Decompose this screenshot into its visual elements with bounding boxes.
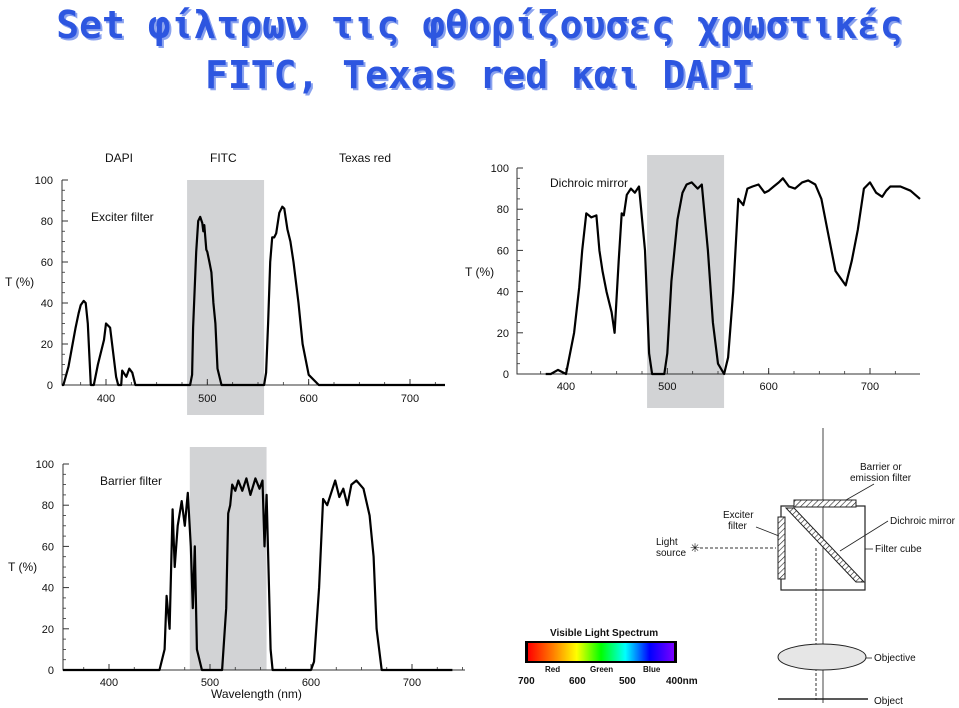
title-line-1: Set φίλτρων τις φθορίζουσες χρωστικές [56, 3, 903, 47]
label-light-source-2: source [656, 548, 686, 559]
label-dichroic: Dichroic mirror [890, 516, 956, 527]
y-tick-label: 100 [491, 163, 509, 175]
exciter-filter-chart: DAPI FITC Texas red Exciter filter T (%)… [5, 151, 445, 415]
y-tick-label: 60 [497, 245, 509, 257]
dye-label-texas-red: Texas red [339, 151, 391, 165]
label-filter-cube: Filter cube [875, 544, 922, 555]
y-axis-label: T (%) [5, 275, 34, 289]
label-barrier-1: Barrier or [860, 462, 902, 473]
x-tick-label: 700 [861, 381, 879, 393]
y-tick-label: 80 [497, 204, 509, 216]
dichroic-mirror-chart: Dichroic mirror T (%) 100 80 60 40 20 0 400 50… [465, 155, 921, 408]
x-tick-label: 500 [201, 677, 219, 689]
x-tick-label: 600 [302, 677, 320, 689]
barrier-curve [63, 477, 453, 672]
y-tick-label: 60 [41, 257, 53, 269]
series-label-barrier: Barrier filter [100, 474, 162, 488]
series-label-dichroic: Dichroic mirror [550, 176, 628, 190]
label-exciter-2: filter [728, 521, 748, 532]
y-tick-label: 80 [41, 216, 53, 228]
y-tick-label: 40 [42, 583, 54, 595]
y-tick-label: 40 [41, 298, 53, 310]
label-light-source-1: Light [656, 537, 678, 548]
y-tick-label: 40 [497, 287, 509, 299]
y-tick-label: 100 [36, 459, 54, 471]
barrier-filter-plate [793, 499, 857, 508]
spectrum-label-blue: Blue [643, 665, 661, 674]
leader-barrier [845, 483, 875, 501]
spectrum-bar [528, 643, 674, 661]
y-tick-label: 100 [35, 175, 53, 187]
dye-label-fitc: FITC [210, 151, 237, 165]
spectrum-nm-600: 600 [569, 676, 586, 687]
spectrum-title: Visible Light Spectrum [550, 628, 658, 639]
dichroic-curve [545, 177, 921, 376]
title-line-2: FITC, Texas red και DAPI [204, 53, 755, 97]
spectrum-nm-700: 700 [518, 676, 535, 687]
fitc-band-shading [647, 155, 725, 408]
y-tick-label: 20 [41, 339, 53, 351]
x-tick-label: 400 [100, 677, 118, 689]
x-tick-label: 700 [403, 677, 421, 689]
dichroic-mirror-plate [784, 507, 866, 583]
y-tick-label: 20 [42, 624, 54, 636]
spectrum-label-red: Red [545, 665, 560, 674]
y-tick-label: 80 [42, 500, 54, 512]
label-object: Object [874, 696, 903, 707]
leader-dichroic [839, 520, 889, 552]
barrier-filter-chart: Barrier filter T (%) Wavelength (nm) 100… [8, 447, 465, 701]
x-tick-label: 600 [759, 381, 777, 393]
exciter-curve [62, 205, 445, 387]
y-ticks: 100 80 60 40 20 0 [36, 459, 69, 677]
y-tick-label: 60 [42, 541, 54, 553]
x-axis-label: Wavelength (nm) [211, 687, 302, 701]
x-tick-label: 500 [658, 381, 676, 393]
label-objective: Objective [874, 653, 916, 664]
label-exciter-1: Exciter [723, 510, 754, 521]
dye-label-dapi: DAPI [105, 151, 133, 165]
x-ticks: 400 500 600 700 [540, 368, 896, 393]
spectrum-nm-500: 500 [619, 676, 636, 687]
x-ticks: 400 500 600 700 [83, 664, 463, 689]
light-source-asterisk: ✳ [690, 541, 700, 555]
exciter-filter-plate [777, 516, 786, 580]
leader-exciter [755, 526, 780, 537]
series-label-exciter: Exciter filter [91, 210, 154, 224]
x-tick-label: 400 [557, 381, 575, 393]
label-barrier-2: emission filter [850, 473, 912, 484]
y-tick-label: 0 [47, 380, 53, 392]
x-tick-label: 400 [97, 393, 115, 405]
filter-cube-diagram: ✳ Light source Exciter filter Barrier or… [656, 428, 956, 707]
spectrum-label-green: Green [590, 665, 613, 674]
x-ticks: 400 500 600 700 [80, 379, 436, 405]
fitc-band-shading [187, 180, 265, 415]
x-tick-label: 600 [299, 393, 317, 405]
y-tick-label: 0 [48, 665, 54, 677]
y-ticks: 100 80 60 40 20 0 [491, 163, 523, 381]
spectrum-nm-400: 400nm [666, 676, 698, 687]
y-axis-label: T (%) [8, 560, 37, 574]
x-tick-label: 700 [401, 393, 419, 405]
y-axis-label: T (%) [465, 265, 494, 279]
y-tick-label: 20 [497, 328, 509, 340]
y-tick-label: 0 [503, 369, 509, 381]
visible-light-spectrum: Visible Light Spectrum Red Green Blue 70… [517, 619, 703, 689]
x-tick-label: 500 [198, 393, 216, 405]
objective-lens [777, 643, 867, 671]
y-ticks: 100 80 60 40 20 0 [35, 175, 68, 392]
